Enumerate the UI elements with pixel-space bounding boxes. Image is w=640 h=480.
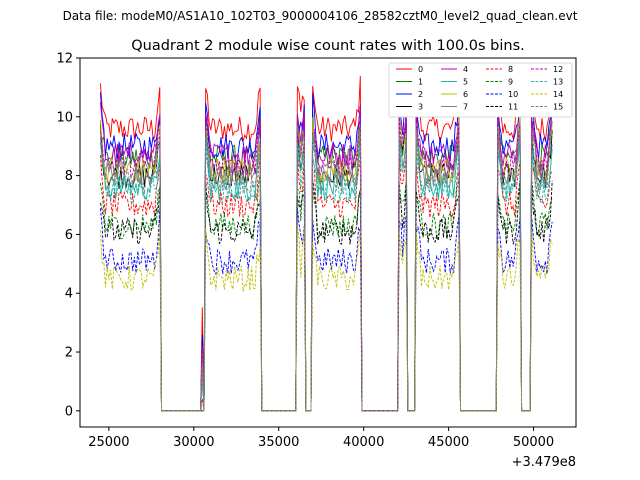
legend-label-5: 5 xyxy=(463,78,468,87)
y-tick-label: 8 xyxy=(65,169,73,184)
x-tick-label: 50000 xyxy=(513,435,554,450)
series-line-15 xyxy=(99,127,553,412)
legend-label-2: 2 xyxy=(418,90,423,99)
series-layer xyxy=(99,75,553,412)
legend-label-6: 6 xyxy=(463,90,468,99)
legend-label-7: 7 xyxy=(463,103,468,112)
x-axis: 25000 30000 35000 40000 45000 50000 xyxy=(88,427,554,450)
legend-label-10: 10 xyxy=(508,90,518,99)
legend-label-0: 0 xyxy=(418,65,423,74)
y-tick-label: 6 xyxy=(65,228,73,243)
plot-area xyxy=(79,57,577,428)
y-tick-label: 0 xyxy=(65,404,73,419)
legend-label-12: 12 xyxy=(553,65,563,74)
y-tick-label: 12 xyxy=(56,52,73,67)
x-offset-label: +3.479e8 xyxy=(512,455,576,470)
axes-frame xyxy=(79,57,577,428)
legend-label-14: 14 xyxy=(553,90,563,99)
y-tick-label: 4 xyxy=(65,287,73,302)
y-tick-label: 2 xyxy=(65,346,73,361)
chart-suptitle: Data file: modeM0/AS1A10_102T03_90000041… xyxy=(63,9,578,23)
legend-label-11: 11 xyxy=(508,103,518,112)
legend-label-4: 4 xyxy=(463,65,468,74)
legend-frame xyxy=(388,62,573,118)
legend-label-8: 8 xyxy=(508,65,513,74)
y-tick-label: 10 xyxy=(56,110,73,125)
legend-label-1: 1 xyxy=(418,78,423,87)
legend-label-3: 3 xyxy=(418,103,423,112)
y-axis: 0 2 4 6 8 10 12 xyxy=(56,52,80,419)
x-tick-label: 40000 xyxy=(343,435,384,450)
x-tick-label: 35000 xyxy=(258,435,299,450)
legend-label-13: 13 xyxy=(553,78,563,87)
legend-label-9: 9 xyxy=(508,78,513,87)
x-tick-label: 25000 xyxy=(88,435,129,450)
x-tick-label: 30000 xyxy=(173,435,214,450)
x-tick-label: 45000 xyxy=(428,435,469,450)
legend-label-15: 15 xyxy=(553,103,563,112)
chart-title: Quadrant 2 module wise count rates with … xyxy=(131,38,525,54)
